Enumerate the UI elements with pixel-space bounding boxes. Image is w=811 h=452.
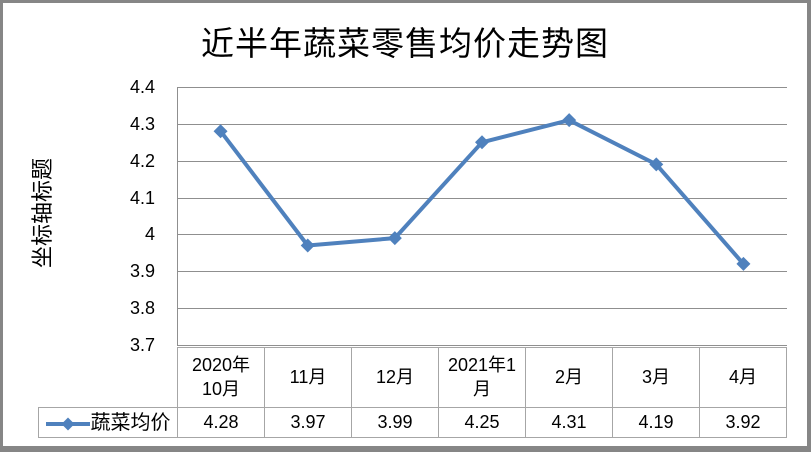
x-category-cell: 4月 bbox=[699, 347, 787, 408]
y-tick-label: 4.1 bbox=[129, 187, 155, 208]
legend-cell[interactable]: 蔬菜均价 bbox=[38, 407, 178, 438]
y-tick-label: 4.2 bbox=[129, 150, 155, 171]
data-point-marker[interactable] bbox=[649, 157, 664, 172]
y-axis-title[interactable]: 坐标轴标题 bbox=[30, 157, 55, 269]
y-tick-label: 3.8 bbox=[129, 298, 155, 319]
table-row-categories: 2020年 10月 11月 12月 2021年1 月 2月 3月 4月 bbox=[39, 347, 787, 408]
series-value-cell: 3.92 bbox=[699, 407, 787, 438]
plot-svg bbox=[177, 87, 787, 346]
plot-area[interactable] bbox=[177, 87, 787, 346]
x-category-cell: 12月 bbox=[351, 347, 439, 408]
series-value-cell: 3.99 bbox=[351, 407, 439, 438]
series-value-cell: 4.19 bbox=[612, 407, 700, 438]
x-category-cell: 3月 bbox=[612, 347, 700, 408]
series-value-cell: 4.28 bbox=[177, 407, 265, 438]
data-point-marker[interactable] bbox=[387, 231, 402, 246]
chart-title[interactable]: 近半年蔬菜零售均价走势图 bbox=[201, 27, 609, 63]
legend-marker-icon bbox=[45, 417, 90, 431]
x-category-cell: 2月 bbox=[525, 347, 613, 408]
x-category-cell: 2020年 10月 bbox=[177, 347, 265, 408]
x-category-cell: 2021年1 月 bbox=[438, 347, 526, 408]
table-row-values: 蔬菜均价 4.28 3.97 3.99 4.25 4.31 4.19 3.92 bbox=[38, 407, 787, 438]
y-tick-label: 3.9 bbox=[129, 261, 155, 282]
data-point-marker[interactable] bbox=[300, 238, 315, 253]
series-value-cell: 4.31 bbox=[525, 407, 613, 438]
y-tick-label: 4.4 bbox=[129, 77, 155, 97]
y-tick-label: 3.7 bbox=[129, 335, 155, 355]
y-tick-label: 4.3 bbox=[129, 113, 155, 134]
y-tick-label: 4 bbox=[144, 224, 155, 245]
x-category-cell: 11月 bbox=[264, 347, 352, 408]
data-table: 2020年 10月 11月 12月 2021年1 月 2月 3月 4月 蔬菜均价 4.28 3.97 3… bbox=[38, 347, 787, 438]
table-corner-blank bbox=[39, 348, 178, 408]
legend-label: 蔬菜均价 bbox=[90, 411, 171, 434]
data-point-marker[interactable] bbox=[213, 124, 228, 139]
data-point-marker[interactable] bbox=[475, 135, 489, 150]
series-value-cell: 4.25 bbox=[438, 407, 526, 438]
series-value-cell: 3.97 bbox=[264, 407, 352, 438]
data-point-marker[interactable] bbox=[562, 113, 577, 128]
data-point-marker[interactable] bbox=[736, 256, 751, 271]
